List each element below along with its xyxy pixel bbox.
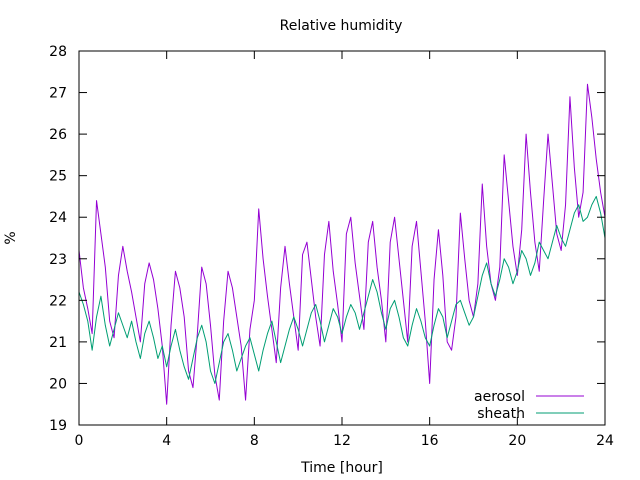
- chart-title: Relative humidity: [280, 18, 403, 34]
- x-tick-label: 16: [421, 433, 439, 449]
- y-tick-label: 21: [49, 335, 67, 351]
- y-tick-label: 25: [49, 169, 67, 185]
- y-tick-label: 22: [49, 293, 67, 309]
- y-tick-label: 20: [49, 376, 67, 392]
- y-axis: 19 20 21 22 23 24 25 26 27 28: [49, 44, 605, 434]
- y-tick-label: 26: [49, 127, 67, 143]
- x-tick-label: 12: [333, 433, 351, 449]
- x-axis: 0 4 8 12 16 20 24: [75, 51, 614, 449]
- x-tick-label: 24: [596, 433, 614, 449]
- y-axis-label: %: [3, 231, 19, 244]
- x-tick-label: 20: [508, 433, 526, 449]
- x-tick-label: 4: [162, 433, 171, 449]
- series-line-sheath: [78, 195, 606, 384]
- y-tick-label: 28: [49, 44, 67, 60]
- y-tick-label: 19: [49, 418, 67, 434]
- x-tick-label: 0: [75, 433, 84, 449]
- series-line-aerosol: [78, 83, 606, 405]
- x-axis-label: Time [hour]: [300, 460, 383, 476]
- x-tick-label: 8: [250, 433, 259, 449]
- y-tick-label: 27: [49, 86, 67, 102]
- legend-label-aerosol: aerosol: [474, 389, 525, 405]
- series-layer: [78, 83, 606, 405]
- legend-label-sheath: sheath: [477, 406, 525, 422]
- y-tick-label: 24: [49, 210, 67, 226]
- y-tick-label: 23: [49, 252, 67, 268]
- plot-frame: [78, 50, 606, 426]
